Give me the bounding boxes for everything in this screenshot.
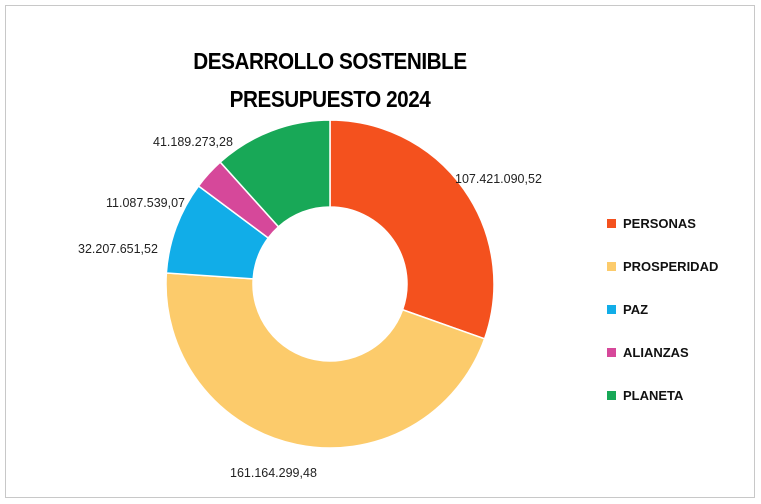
legend-swatch-personas <box>607 219 616 228</box>
chart-title-line-2: PRESUPUESTO 2024 <box>229 86 431 112</box>
donut-slice-personas <box>329 119 495 340</box>
donut-slice-prosperidad <box>165 272 486 449</box>
legend-swatch-alianzas <box>607 348 616 357</box>
legend-item-alianzas: ALIANZAS <box>607 331 718 374</box>
legend-label-paz: PAZ <box>623 302 649 317</box>
data-label-personas: 107.421.090,52 <box>455 172 542 186</box>
legend-swatch-planeta <box>607 391 616 400</box>
donut-slice-planeta <box>219 119 331 228</box>
legend-item-paz: PAZ <box>607 288 718 331</box>
legend-label-prosperidad: PROSPERIDAD <box>623 259 719 274</box>
legend-label-personas: PERSONAS <box>623 216 696 231</box>
legend-swatch-paz <box>607 305 616 314</box>
data-label-alianzas: 11.087.539,07 <box>106 196 185 210</box>
chart-legend: PERSONAS PROSPERIDAD PAZ ALIANZAS PLANET… <box>607 202 718 417</box>
chart-title-line-1: DESARROLLO SOSTENIBLE <box>193 48 467 74</box>
data-label-planeta: 41.189.273,28 <box>153 135 233 149</box>
legend-item-personas: PERSONAS <box>607 202 718 245</box>
legend-item-prosperidad: PROSPERIDAD <box>607 245 718 288</box>
legend-item-planeta: PLANETA <box>607 374 718 417</box>
data-label-prosperidad: 161.164.299,48 <box>230 466 317 480</box>
legend-label-planeta: PLANETA <box>623 388 684 403</box>
legend-label-alianzas: ALIANZAS <box>623 345 689 360</box>
data-label-paz: 32.207.651,52 <box>78 242 158 256</box>
legend-swatch-prosperidad <box>607 262 616 271</box>
